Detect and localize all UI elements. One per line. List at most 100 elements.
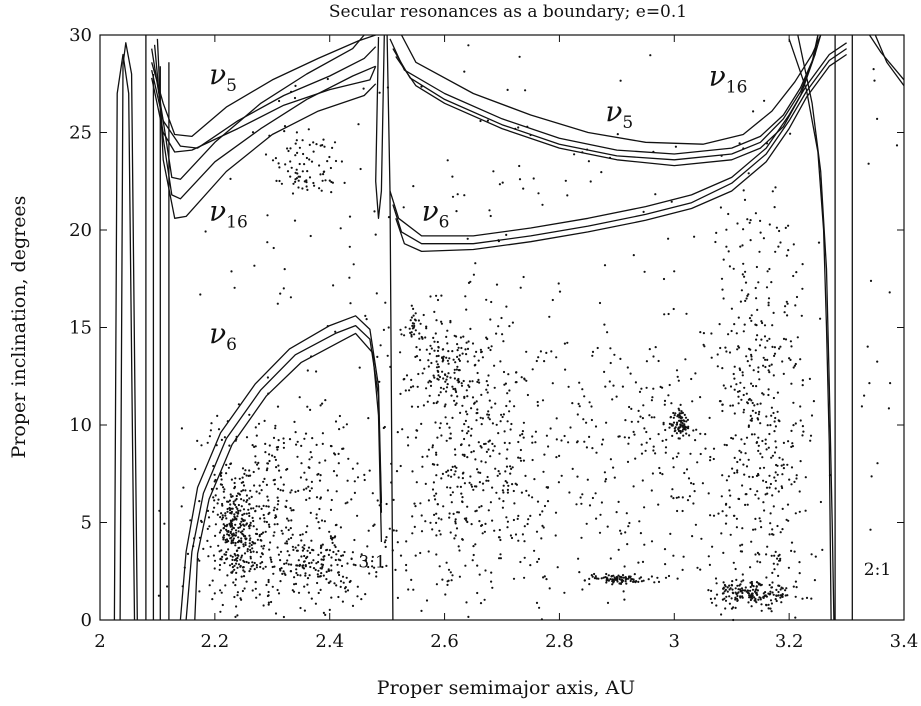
asteroid-point	[749, 581, 752, 584]
asteroid-point	[677, 426, 680, 429]
asteroid-point	[699, 568, 702, 571]
asteroid-point	[465, 432, 469, 435]
asteroid-point	[221, 555, 224, 559]
asteroid-point	[333, 536, 336, 539]
asteroid-point	[749, 598, 753, 602]
asteroid-point	[264, 530, 267, 533]
asteroid-point	[274, 612, 278, 615]
asteroid-point	[378, 91, 381, 94]
asteroid-point	[288, 438, 292, 441]
asteroid-point	[494, 467, 497, 470]
asteroid-point	[555, 356, 558, 359]
asteroid-point	[506, 491, 509, 494]
asteroid-point	[617, 548, 620, 551]
asteroid-point	[771, 494, 774, 497]
asteroid-point	[455, 527, 459, 530]
asteroid-point	[750, 399, 753, 402]
asteroid-point	[340, 160, 343, 163]
asteroid-point	[786, 463, 789, 466]
asteroid-point	[349, 579, 352, 583]
asteroid-point	[457, 476, 460, 479]
asteroid-point	[271, 454, 274, 457]
asteroid-point	[453, 473, 456, 476]
asteroid-point	[763, 99, 766, 102]
asteroid-point	[229, 462, 233, 465]
asteroid-point	[490, 406, 493, 409]
asteroid-point	[461, 404, 464, 407]
asteroid-point	[519, 286, 522, 289]
asteroid-point	[248, 514, 251, 518]
asteroid-point	[522, 436, 525, 439]
asteroid-point	[232, 527, 235, 530]
asteroid-point	[277, 464, 280, 467]
asteroid-point	[508, 400, 511, 403]
asteroid-point	[720, 495, 723, 498]
asteroid-point	[284, 542, 287, 545]
asteroid-point	[715, 582, 718, 585]
asteroid-point	[693, 235, 696, 238]
asteroid-point	[603, 264, 607, 267]
asteroid-point	[730, 597, 733, 600]
asteroid-point	[810, 553, 813, 556]
asteroid-point	[230, 478, 233, 481]
asteroid-point	[228, 499, 231, 502]
asteroid-point	[650, 575, 654, 578]
asteroid-point	[276, 546, 279, 549]
asteroid-point	[773, 352, 777, 355]
asteroid-point	[814, 555, 817, 558]
y-tick-label: 5	[81, 513, 92, 534]
asteroid-point	[657, 359, 660, 363]
asteroid-point	[639, 532, 643, 535]
asteroid-point	[293, 576, 296, 579]
asteroid-point	[325, 578, 328, 581]
asteroid-point	[434, 332, 437, 335]
asteroid-point	[615, 395, 618, 398]
asteroid-point	[757, 449, 760, 452]
asteroid-point	[262, 531, 265, 534]
asteroid-point	[433, 376, 436, 379]
asteroid-point	[211, 598, 214, 601]
asteroid-point	[535, 601, 539, 605]
asteroid-point	[769, 512, 772, 515]
asteroid-point	[296, 455, 299, 458]
asteroid-point	[414, 355, 417, 358]
asteroid-point	[421, 455, 424, 458]
asteroid-point	[262, 513, 265, 517]
asteroid-point	[300, 555, 303, 558]
asteroid-point	[335, 553, 338, 556]
asteroid-point	[743, 275, 746, 278]
asteroid-point	[688, 434, 691, 437]
asteroid-point	[231, 558, 234, 562]
asteroid-point	[414, 436, 418, 439]
asteroid-point	[491, 422, 494, 425]
asteroid-point	[633, 573, 636, 576]
asteroid-point	[588, 435, 591, 438]
asteroid-point	[266, 462, 270, 465]
asteroid-point	[499, 553, 502, 556]
asteroid-point	[431, 444, 434, 447]
asteroid-point	[721, 598, 725, 601]
asteroid-point	[653, 416, 656, 419]
asteroid-point	[482, 489, 485, 492]
asteroid-point	[234, 523, 237, 526]
asteroid-point	[556, 566, 559, 569]
asteroid-point	[694, 439, 697, 442]
asteroid-point	[673, 270, 676, 273]
asteroid-point	[685, 468, 689, 471]
asteroid-point	[679, 403, 682, 406]
asteroid-point	[607, 574, 610, 577]
asteroid-point	[433, 349, 436, 352]
asteroid-point	[322, 555, 325, 558]
asteroid-point	[672, 457, 675, 460]
asteroid-point	[222, 534, 226, 537]
asteroid-point	[675, 423, 679, 426]
asteroid-point	[242, 569, 245, 572]
asteroid-point	[373, 523, 376, 526]
asteroid-point	[481, 417, 484, 420]
asteroid-point	[512, 518, 516, 522]
asteroid-point	[755, 297, 758, 300]
asteroid-point	[240, 556, 243, 559]
asteroid-point	[317, 591, 320, 595]
asteroid-point	[245, 494, 248, 497]
asteroid-point	[204, 230, 207, 233]
